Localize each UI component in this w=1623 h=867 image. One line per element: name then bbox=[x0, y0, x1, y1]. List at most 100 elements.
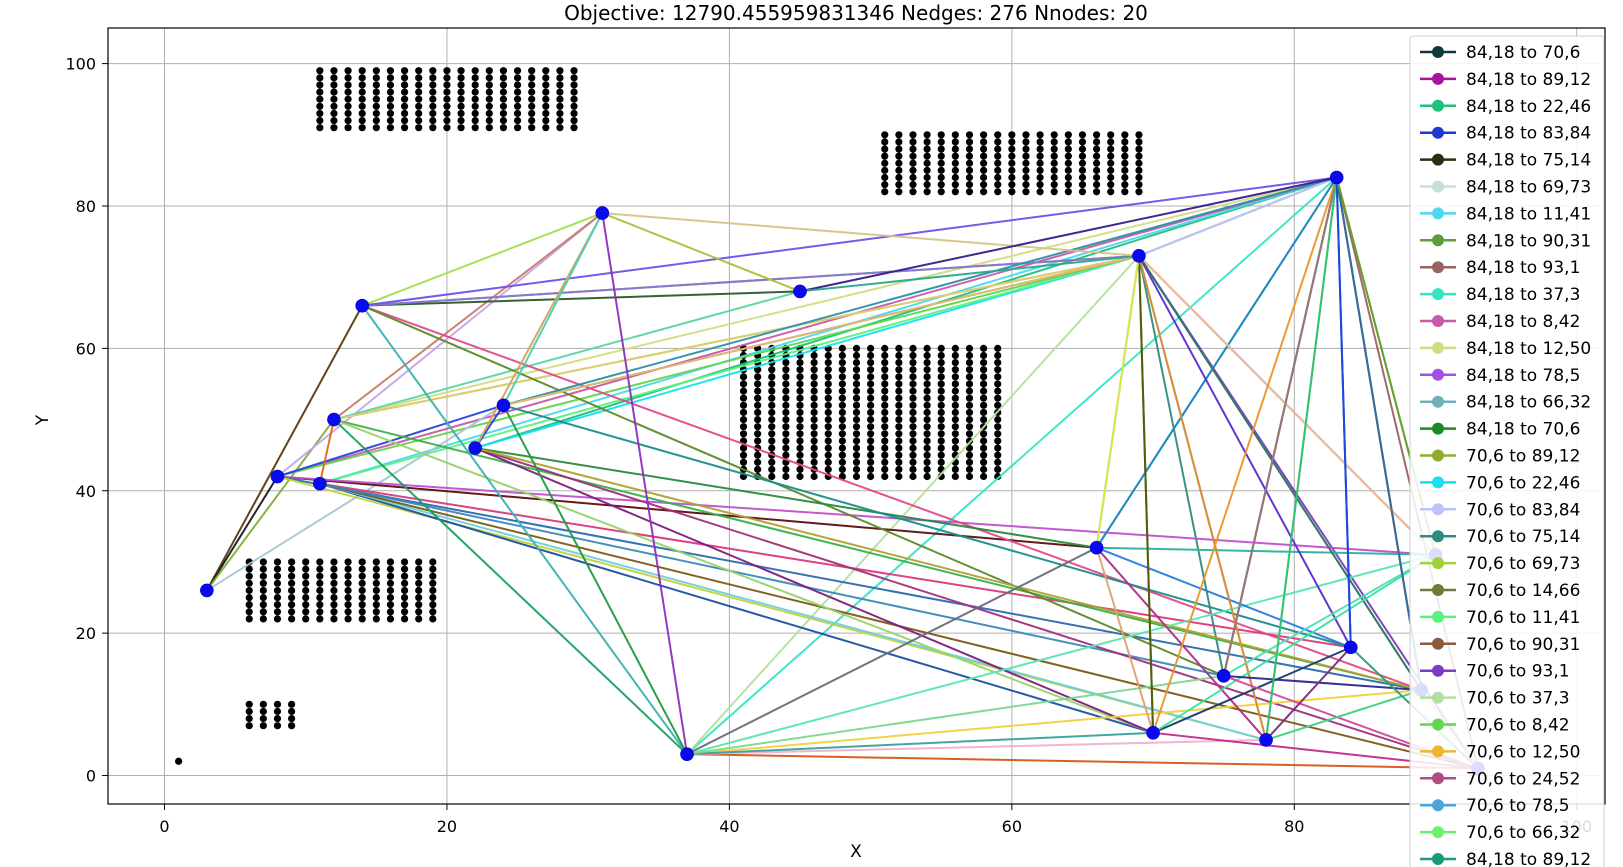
obstacle-point bbox=[782, 444, 790, 452]
obstacle-point bbox=[1121, 131, 1129, 139]
obstacle-point bbox=[994, 401, 1002, 409]
obstacle-point bbox=[965, 430, 974, 438]
obstacle-point bbox=[1036, 181, 1044, 189]
obstacle-point bbox=[330, 565, 338, 573]
obstacle-point bbox=[287, 722, 296, 730]
edge-line bbox=[687, 738, 1267, 756]
obstacle-point bbox=[1064, 188, 1072, 196]
obstacle-point bbox=[937, 423, 945, 431]
obstacle-point bbox=[768, 387, 776, 395]
obstacle-point bbox=[344, 88, 352, 96]
obstacle-point bbox=[810, 437, 818, 445]
obstacle-point bbox=[994, 451, 1002, 459]
obstacle-point bbox=[895, 373, 903, 381]
obstacle-point bbox=[358, 608, 366, 616]
obstacle-point bbox=[287, 714, 296, 723]
obstacle-point bbox=[1135, 159, 1143, 167]
obstacle-point bbox=[923, 166, 931, 174]
plot-frame bbox=[107, 27, 1606, 805]
obstacle-point bbox=[852, 401, 861, 409]
obstacle-point bbox=[1078, 181, 1087, 189]
obstacle-point bbox=[570, 102, 578, 110]
obstacle-point bbox=[542, 116, 550, 125]
obstacle-point bbox=[429, 81, 437, 89]
legend-label: 70,6 to 12,50 bbox=[1466, 742, 1580, 762]
obstacle-point bbox=[824, 401, 832, 409]
obstacle-point bbox=[895, 181, 903, 189]
edge-line bbox=[319, 254, 1140, 485]
obstacle-point bbox=[965, 401, 974, 409]
obstacle-point bbox=[937, 394, 945, 402]
obstacle-point bbox=[386, 586, 395, 595]
obstacle-point bbox=[273, 558, 282, 566]
obstacle-point bbox=[739, 423, 748, 431]
obstacle-point bbox=[867, 373, 875, 381]
obstacle-point bbox=[1092, 131, 1101, 139]
obstacle-point bbox=[980, 465, 988, 473]
obstacle-point bbox=[386, 102, 395, 110]
obstacle-point bbox=[1078, 152, 1087, 160]
obstacle-point bbox=[330, 124, 338, 132]
obstacle-point bbox=[980, 444, 988, 452]
obstacle-point bbox=[980, 451, 988, 459]
obstacle-point bbox=[937, 173, 945, 182]
obstacle-point bbox=[838, 444, 846, 452]
obstacle-point bbox=[909, 401, 917, 409]
obstacle-point bbox=[457, 88, 465, 96]
obstacle-point bbox=[330, 81, 338, 89]
edge-line bbox=[319, 482, 1351, 649]
obstacle-point bbox=[895, 138, 903, 146]
obstacle-point bbox=[542, 88, 550, 96]
legend-entry: 70,6 to 75,14 bbox=[1420, 527, 1580, 547]
obstacle-point bbox=[316, 608, 324, 616]
obstacle-point bbox=[400, 67, 409, 75]
obstacle-point bbox=[513, 81, 522, 89]
obstacle-point bbox=[1078, 173, 1087, 182]
obstacle-point bbox=[287, 593, 296, 602]
obstacle-point bbox=[852, 465, 861, 473]
obstacle-point bbox=[923, 181, 931, 189]
obstacle-point bbox=[273, 586, 282, 595]
obstacle-point bbox=[358, 579, 366, 587]
obstacle-point bbox=[1050, 152, 1058, 160]
obstacle-point bbox=[415, 593, 423, 602]
edge-line bbox=[1265, 646, 1352, 741]
edge-line bbox=[1152, 177, 1338, 734]
obstacle-point bbox=[881, 387, 889, 395]
legend-swatch-marker bbox=[1432, 126, 1444, 139]
legend-entry: 70,6 to 69,73 bbox=[1420, 554, 1580, 574]
obstacle-point bbox=[400, 593, 409, 602]
obstacle-point bbox=[796, 437, 804, 445]
legend-label: 84,18 to 90,31 bbox=[1466, 231, 1591, 251]
obstacle-point bbox=[980, 373, 988, 381]
edge-line bbox=[333, 418, 1154, 734]
obstacle-point bbox=[994, 373, 1002, 381]
legend-swatch-marker bbox=[1432, 637, 1444, 650]
legend-entry: 84,18 to 75,14 bbox=[1420, 151, 1591, 171]
obstacle-point bbox=[980, 472, 988, 481]
obstacle-point bbox=[909, 408, 917, 417]
obstacle-point bbox=[528, 81, 536, 89]
obstacle-point bbox=[782, 430, 790, 438]
obstacle-point bbox=[485, 81, 493, 89]
obstacle-point bbox=[937, 152, 945, 160]
obstacle-point bbox=[1022, 188, 1030, 196]
obstacle-point bbox=[330, 593, 338, 602]
obstacle-point bbox=[344, 586, 352, 595]
obstacle-point bbox=[316, 565, 324, 573]
obstacle-point bbox=[994, 166, 1002, 174]
obstacle-point bbox=[400, 565, 409, 573]
obstacle-point bbox=[951, 138, 959, 146]
obstacle-point bbox=[1022, 159, 1030, 167]
obstacle-point bbox=[542, 67, 550, 75]
obstacle-point bbox=[316, 579, 324, 587]
obstacle-point bbox=[923, 394, 931, 402]
obstacle-point bbox=[838, 423, 846, 431]
obstacle-point bbox=[796, 394, 804, 402]
obstacle-point bbox=[965, 138, 974, 146]
obstacle-point bbox=[923, 444, 931, 452]
obstacle-point bbox=[471, 88, 479, 96]
obstacle-point bbox=[344, 608, 352, 616]
obstacle-point bbox=[852, 380, 861, 388]
edge-line bbox=[1138, 255, 1423, 691]
